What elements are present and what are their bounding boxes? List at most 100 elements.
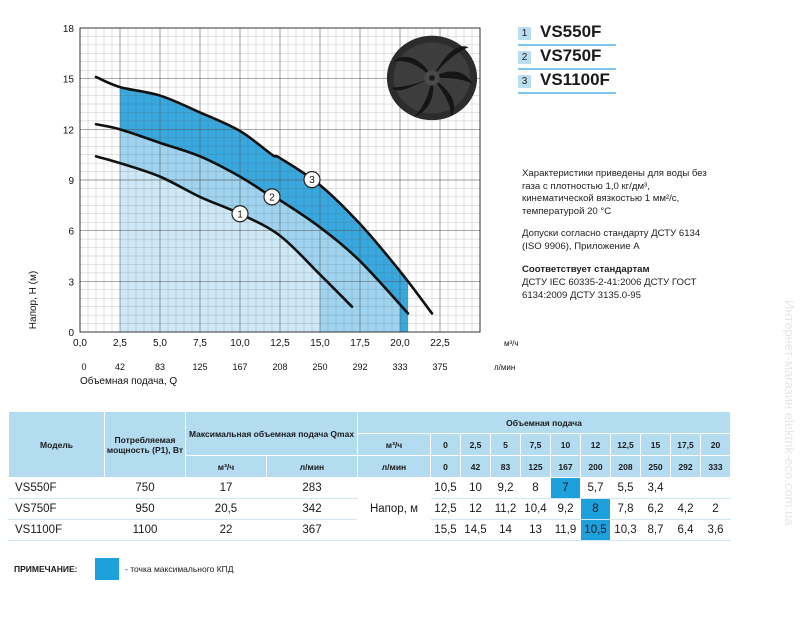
cell-head: 15,5 bbox=[430, 519, 461, 541]
th-flow-m3: 12,5 bbox=[610, 433, 641, 456]
curve-1 bbox=[94, 155, 354, 308]
x-tick-label: 20,0 bbox=[390, 338, 410, 349]
th-flow-m3: 5 bbox=[490, 433, 521, 456]
th-flow-lmin: 0 bbox=[430, 455, 461, 478]
cell-qmax-m3: 20,5 bbox=[185, 498, 267, 520]
th-power: Потребляемая мощность (P1), Вт bbox=[104, 411, 186, 478]
x-axis-label: Объемная подача, Q bbox=[80, 375, 177, 387]
cell-head: 5,7 bbox=[580, 477, 611, 499]
th-flow-lmin: 42 bbox=[460, 455, 491, 478]
table-note: ПРИМЕЧАНИЕ: - точка максимального КПД bbox=[8, 558, 308, 582]
curve-marker-label: 1 bbox=[237, 209, 243, 220]
cell-head: 14,5 bbox=[460, 519, 491, 541]
y-tick-label: 6 bbox=[68, 227, 74, 238]
x2-unit-label: л/мин bbox=[494, 363, 515, 372]
curve-marker-2 bbox=[263, 188, 281, 206]
note-label: ПРИМЕЧАНИЕ: bbox=[14, 564, 78, 574]
x-tick-label: 5,0 bbox=[153, 338, 167, 349]
cell-head: 8 bbox=[520, 477, 551, 499]
cell-head bbox=[670, 477, 701, 499]
x2-tick-label: 333 bbox=[392, 362, 407, 372]
cell-model: VS750F bbox=[8, 498, 105, 520]
cell-qmax-lmin: 367 bbox=[266, 519, 358, 541]
th-flow-m3: 20 bbox=[700, 433, 731, 456]
y-tick-label: 0 bbox=[68, 328, 74, 339]
th-flow-lmin: 83 bbox=[490, 455, 521, 478]
x2-tick-label: 167 bbox=[232, 362, 247, 372]
curve-2 bbox=[94, 122, 410, 315]
y-tick-label: 12 bbox=[63, 125, 75, 136]
curve-marker-label: 3 bbox=[309, 175, 315, 186]
cell-head: 12 bbox=[460, 498, 491, 520]
cell-head: 7 bbox=[550, 477, 581, 499]
pump-impeller-photo bbox=[386, 35, 478, 121]
pump-performance-chart: 12303691215180,002,5425,0837,512510,0167… bbox=[28, 24, 519, 387]
x2-tick-label: 375 bbox=[432, 362, 447, 372]
table-row: VS750F 950 20,5 342 12,5 12 11,2 10,4 9,2 8 7,8 6,2… bbox=[8, 498, 731, 520]
th-flow-lmin: 250 bbox=[640, 455, 671, 478]
th-unit-lmin: л/мин bbox=[357, 455, 431, 478]
cell-head: 4,2 bbox=[670, 498, 701, 520]
curve-marker-1 bbox=[231, 205, 249, 223]
cell-head: 11,2 bbox=[490, 498, 521, 520]
th-flow-lmin: 333 bbox=[700, 455, 731, 478]
cell-head: 10,5 bbox=[580, 519, 611, 541]
cell-qmax-m3: 17 bbox=[185, 477, 267, 499]
cell-head: 6,2 bbox=[640, 498, 671, 520]
th-flow-m3: 10 bbox=[550, 433, 581, 456]
x-unit-label: м³/ч bbox=[504, 339, 519, 348]
x-tick-label: 7,5 bbox=[193, 338, 207, 349]
x-tick-label: 22,5 bbox=[430, 338, 450, 349]
th-flow-lmin: 208 bbox=[610, 455, 641, 478]
cell-head bbox=[700, 477, 731, 499]
legend-rule bbox=[518, 92, 616, 94]
plot-border bbox=[79, 27, 481, 333]
table-row: VS550F 750 17 283 Напор, м 10,5 10 9,2 8 7 5,7 5,5 3… bbox=[8, 477, 731, 541]
cell-head: 11,9 bbox=[550, 519, 581, 541]
x2-tick-label: 208 bbox=[272, 362, 287, 372]
watermark: Интернет-магазин elektrik-eco.com.ua bbox=[782, 300, 797, 526]
cell-head: 2 bbox=[700, 498, 731, 520]
curve-marker-label: 2 bbox=[269, 192, 275, 203]
th-model: Модель bbox=[8, 411, 105, 478]
cell-head: 6,4 bbox=[670, 519, 701, 541]
x2-tick-label: 83 bbox=[155, 362, 165, 372]
th-flow-lmin: 292 bbox=[670, 455, 701, 478]
x-tick-label: 15,0 bbox=[310, 338, 330, 349]
cell-model: VS1100F bbox=[8, 519, 105, 541]
cell-head: 9,2 bbox=[550, 498, 581, 520]
best-efficiency-swatch bbox=[95, 558, 119, 580]
cell-power: 750 bbox=[104, 477, 186, 499]
th-unit-m3: м³/ч bbox=[357, 433, 431, 456]
y-tick-label: 9 bbox=[68, 176, 74, 187]
cell-qmax-lmin: 283 bbox=[266, 477, 358, 499]
x-tick-label: 0,0 bbox=[73, 338, 87, 349]
cell-qmax-lmin: 342 bbox=[266, 498, 358, 520]
th-flow: Объемная подача bbox=[357, 411, 731, 434]
th-qmax: Максимальная объемная подача Qmax bbox=[185, 411, 358, 456]
y-tick-label: 3 bbox=[68, 277, 74, 288]
legend-number: 3 bbox=[518, 75, 531, 88]
cell-head: 3,6 bbox=[700, 519, 731, 541]
legend-number: 1 bbox=[518, 27, 531, 40]
legend-rule bbox=[518, 68, 616, 70]
x2-tick-label: 42 bbox=[115, 362, 125, 372]
th-flow-lmin: 125 bbox=[520, 455, 551, 478]
y-tick-label: 18 bbox=[63, 24, 75, 35]
cell-head: 14 bbox=[490, 519, 521, 541]
cell-head: 10,4 bbox=[520, 498, 551, 520]
th-qmax-lmin: л/мин bbox=[266, 455, 358, 478]
th-flow-m3: 7,5 bbox=[520, 433, 551, 456]
table-row: VS1100F 1100 22 367 15,5 14,5 14 13 11,9 10,5 10,3… bbox=[8, 519, 731, 541]
legend-number: 2 bbox=[518, 51, 531, 64]
cell-head: 3,4 bbox=[640, 477, 671, 499]
legend-rule bbox=[518, 44, 616, 46]
curve-marker-3 bbox=[303, 171, 321, 189]
legend-item-vs550f: 1 VS550F bbox=[518, 22, 618, 46]
th-qmax-m3: м³/ч bbox=[185, 455, 267, 478]
th-flow-m3: 12 bbox=[580, 433, 611, 456]
legend-label: VS550F bbox=[540, 22, 602, 41]
grid bbox=[79, 27, 481, 333]
pump-curves bbox=[94, 75, 434, 315]
curve-3 bbox=[94, 75, 434, 315]
